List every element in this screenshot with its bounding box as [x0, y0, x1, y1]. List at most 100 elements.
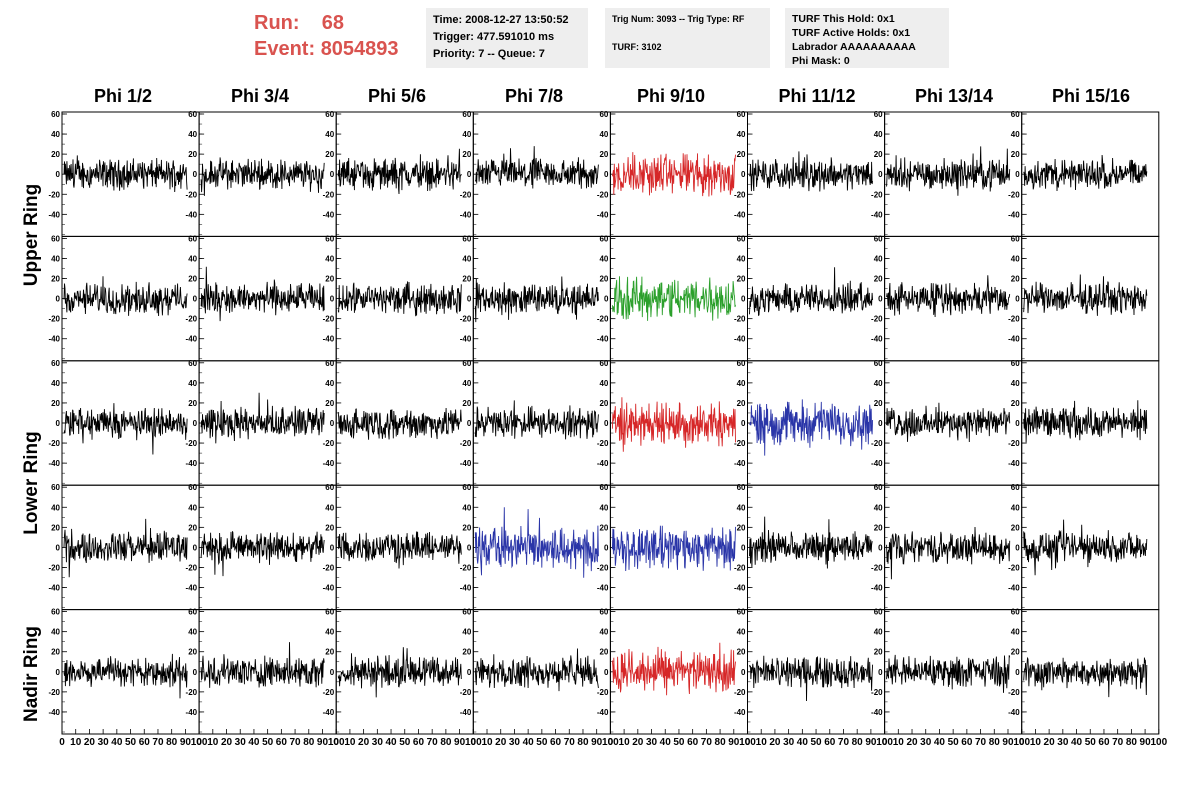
y-tick-label: 40	[599, 254, 608, 263]
y-tick-label: -40	[1008, 335, 1020, 344]
waveform-trace	[1023, 656, 1148, 698]
y-tick-label: 40	[462, 628, 471, 637]
y-tick-label: 60	[1011, 483, 1020, 492]
y-tick-label: 20	[188, 648, 197, 657]
event-value: 8054893	[320, 38, 399, 60]
column-label-phi-11-12: Phi 11/12	[778, 86, 856, 106]
y-tick-label: 60	[325, 483, 334, 492]
y-tick-label: 0	[1015, 295, 1020, 304]
y-tick-label: 40	[51, 628, 60, 637]
waveform-panel: -40 -20 0 20 40 60	[871, 608, 1023, 735]
waveform-panel: -40 -20 0 20 40 60	[48, 234, 200, 362]
x-tick-label: 40	[934, 737, 946, 748]
x-tick-label: 10	[207, 737, 219, 748]
x-tick-label: 0	[882, 737, 888, 748]
waveform-panel: -40 -20 0 20 40 60	[323, 110, 474, 237]
waveform-panel: -40 -20 0 20 40 60	[597, 359, 749, 486]
y-tick-label: 20	[1011, 523, 1020, 532]
waveform-trace	[337, 531, 462, 569]
x-tick-label: 10	[481, 737, 493, 748]
x-tick-label: 20	[221, 737, 233, 748]
y-tick-label: -20	[871, 688, 883, 697]
x-tick-label: 70	[564, 737, 576, 748]
y-tick-label: -40	[1008, 708, 1020, 717]
trigger-line: Trigger: 477.591010 ms	[433, 31, 555, 43]
y-tick-label: 0	[467, 170, 472, 179]
x-tick-label: 30	[235, 737, 247, 748]
y-tick-label: 0	[56, 295, 61, 304]
y-tick-label: 60	[462, 608, 471, 617]
y-tick-label: 40	[737, 628, 746, 637]
y-tick-label: 20	[325, 150, 334, 159]
panel-frame	[335, 484, 474, 611]
waveform-panel: -40 -20 0 20 40 60	[1008, 608, 1160, 735]
waveform-panel: -40 -20 0 20 40 60	[460, 483, 611, 611]
y-tick-label: -40	[871, 708, 883, 717]
y-tick-label: 20	[737, 523, 746, 532]
x-tick-label: 10	[756, 737, 768, 748]
y-tick-label: 60	[599, 359, 608, 368]
y-tick-label: -20	[323, 439, 335, 448]
y-tick-label: -40	[186, 459, 198, 468]
y-tick-label: 20	[188, 523, 197, 532]
x-tick-label: 80	[440, 737, 452, 748]
y-tick-label: -40	[1008, 459, 1020, 468]
y-tick-label: 40	[325, 503, 334, 512]
y-tick-label: 0	[604, 543, 609, 552]
y-tick-label: 40	[325, 254, 334, 263]
x-tick-label: 100	[1150, 737, 1167, 748]
y-tick-label: -20	[734, 688, 746, 697]
y-tick-label: 20	[51, 523, 60, 532]
x-tick-label: 70	[290, 737, 302, 748]
y-tick-label: 0	[330, 543, 335, 552]
y-tick-label: -20	[460, 190, 472, 199]
y-tick-label: 40	[599, 628, 608, 637]
x-tick-label: 60	[961, 737, 973, 748]
y-tick-label: 60	[462, 234, 471, 243]
waveform-panel: -40 -20 0 20 40 60	[186, 359, 337, 486]
waveform-panel: -40 -20 0 20 40 60	[1008, 359, 1160, 486]
x-tick-label: 60	[550, 737, 562, 748]
waveform-panel: -40 -20 0 20 40 60	[734, 234, 886, 362]
waveform-trace	[1023, 400, 1148, 443]
y-tick-label: 40	[188, 628, 197, 637]
y-tick-label: -20	[186, 563, 198, 572]
waveform-panel: -40 -20 0 20 40 60	[734, 359, 886, 486]
x-tick-label: 10	[893, 737, 905, 748]
column-label-phi-15-16: Phi 15/16	[1051, 86, 1131, 106]
waveform-trace	[611, 397, 736, 452]
y-tick-label: 20	[462, 150, 471, 159]
y-tick-label: 60	[874, 608, 883, 617]
turf-info-box: TURF This Hold: 0x1 TURF Active Holds: 0…	[785, 8, 949, 68]
y-tick-label: -20	[48, 688, 60, 697]
x-tick-label: 100	[602, 737, 619, 748]
x-tick-label: 20	[358, 737, 370, 748]
y-tick-label: 0	[193, 543, 198, 552]
y-tick-label: 0	[193, 170, 198, 179]
x-tick-label: 70	[975, 737, 987, 748]
x-tick-label: 10	[70, 737, 82, 748]
y-tick-label: 40	[874, 379, 883, 388]
y-tick-label: 0	[467, 295, 472, 304]
trig-info-box: Trig Num: 3093 -- Trig Type: RF TURF: 31…	[605, 8, 770, 68]
x-tick-label: 80	[852, 737, 864, 748]
y-tick-label: 0	[467, 668, 472, 677]
x-tick-label: 100	[328, 737, 345, 748]
y-tick-label: 0	[878, 543, 883, 552]
y-tick-label: 60	[599, 608, 608, 617]
waveform-panel: -40 -20 0 20 40 60	[460, 608, 611, 735]
x-tick-label: 10	[619, 737, 631, 748]
y-tick-label: 60	[737, 110, 746, 119]
y-tick-label: 20	[599, 523, 608, 532]
y-tick-label: -40	[871, 584, 883, 593]
y-tick-label: -20	[323, 563, 335, 572]
waveform-panel: -40 -20 0 20 40 60	[871, 483, 1023, 611]
y-tick-label: -20	[186, 315, 198, 324]
y-tick-label: 60	[51, 608, 60, 617]
y-tick-label: -40	[460, 210, 472, 219]
y-tick-label: -40	[734, 459, 746, 468]
y-tick-label: -40	[323, 708, 335, 717]
y-tick-label: 0	[330, 668, 335, 677]
x-tick-label: 0	[333, 737, 339, 748]
y-tick-label: 40	[1011, 628, 1020, 637]
